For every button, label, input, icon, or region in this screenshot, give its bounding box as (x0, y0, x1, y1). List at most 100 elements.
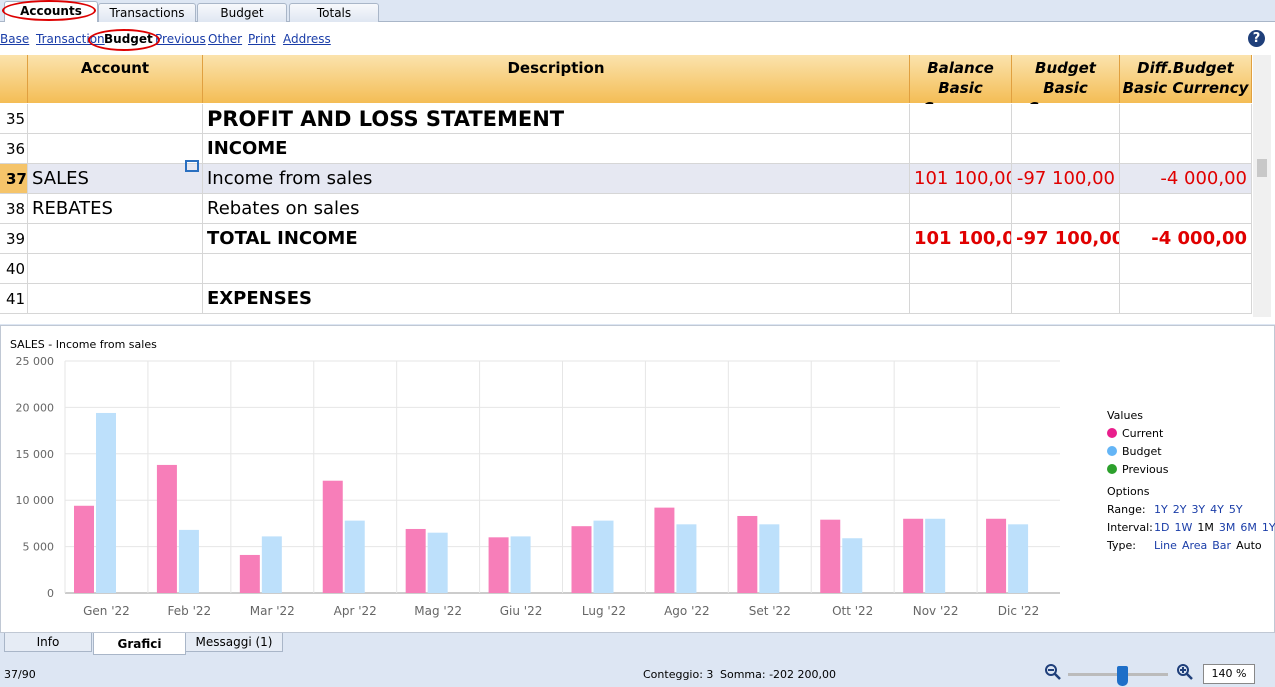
row-number: 36 (0, 134, 28, 164)
option-item[interactable]: 1M (1197, 521, 1214, 534)
status-position: 37/90 (4, 668, 36, 681)
y-tick-label: 10 000 (16, 494, 55, 507)
subtab[interactable]: Transaction (36, 32, 105, 46)
y-tick-label: 25 000 (16, 355, 55, 368)
bar (986, 518, 1007, 593)
subtab[interactable]: Address (283, 32, 331, 46)
zoom-thumb[interactable] (1117, 666, 1128, 686)
table-cell: PROFIT AND LOSS STATEMENT (203, 104, 910, 134)
table-cell (28, 134, 203, 164)
subtab[interactable]: Base (0, 32, 30, 46)
option-item[interactable]: 4Y (1210, 503, 1224, 516)
table-cell: -97 100,00 (1012, 224, 1120, 254)
table-cell (910, 194, 1012, 224)
table-cell (1012, 194, 1120, 224)
option-item[interactable]: 1D (1154, 521, 1169, 534)
x-tick-label: Gen '22 (83, 604, 130, 618)
x-tick-label: Set '22 (749, 604, 791, 618)
column-header: Description (203, 55, 910, 103)
bottom-tab[interactable]: Messaggi (1) (185, 633, 283, 652)
zoom-field[interactable]: 140 % (1203, 664, 1255, 684)
scrollbar[interactable] (1253, 55, 1271, 317)
table-cell: EXPENSES (203, 284, 910, 314)
bar (571, 526, 592, 593)
legend-dot (1107, 428, 1117, 438)
bottom-tab[interactable]: Info (4, 633, 92, 652)
option-item[interactable]: 6M (1240, 521, 1257, 534)
bar (903, 518, 924, 593)
table-cell: -4 000,00 (1120, 224, 1252, 254)
help-icon[interactable]: ? (1248, 30, 1265, 47)
chart-title: SALES - Income from sales (10, 338, 157, 351)
row-number-header (0, 55, 28, 103)
bar (842, 538, 863, 593)
bar (510, 536, 531, 593)
bar (322, 480, 343, 593)
option-label: Type: (1106, 539, 1136, 552)
option-item[interactable]: Bar (1212, 539, 1231, 552)
table-cell (28, 224, 203, 254)
option-item[interactable]: Auto (1236, 539, 1262, 552)
x-tick-label: Nov '22 (913, 604, 959, 618)
bar (74, 505, 94, 593)
bar (261, 536, 282, 593)
option-item[interactable]: 5Y (1229, 503, 1243, 516)
option-item[interactable]: 2Y (1173, 503, 1187, 516)
row-number: 35 (0, 104, 28, 134)
zoom-out[interactable] (1045, 664, 1061, 680)
subtab[interactable]: Other (208, 32, 243, 46)
legend-label: Previous (1122, 463, 1169, 476)
subtab[interactable]: Previous (155, 32, 206, 46)
bar (239, 554, 260, 593)
x-tick-label: Ott '22 (832, 604, 873, 618)
bar (1008, 524, 1029, 593)
bottom-tab[interactable]: Grafici (93, 633, 186, 655)
chart-panel (0, 325, 1275, 633)
table-cell: 101 100,00 (910, 164, 1012, 194)
table-cell (203, 254, 910, 284)
zoom-in[interactable] (1177, 664, 1193, 680)
option-item[interactable]: 3M (1219, 521, 1236, 534)
option-item[interactable]: Line (1154, 539, 1177, 552)
row-number: 41 (0, 284, 28, 314)
scroll-thumb[interactable] (1257, 159, 1267, 177)
x-tick-label: Mag '22 (414, 604, 462, 618)
bar (178, 529, 199, 593)
y-tick-label: 0 (47, 587, 54, 600)
legend-dot (1107, 464, 1117, 474)
highlight-ellipse (88, 29, 160, 51)
table-cell (1012, 104, 1120, 134)
x-tick-label: Giu '22 (500, 604, 543, 618)
table-cell (1120, 104, 1252, 134)
tab[interactable]: Totals (289, 3, 379, 22)
legend-label: Budget (1122, 445, 1162, 458)
bar (488, 537, 509, 593)
tab[interactable]: Budget (197, 3, 287, 22)
table-cell (910, 254, 1012, 284)
bar (593, 520, 614, 593)
options-title: Options (1107, 485, 1150, 498)
table-cell: Rebates on sales (203, 194, 910, 224)
subtab[interactable]: Print (248, 32, 276, 46)
column-header: Budget Basic Currency (1012, 55, 1120, 117)
table-cell: SALES (28, 164, 203, 194)
row-number: 40 (0, 254, 28, 284)
table-cell (910, 284, 1012, 314)
option-item[interactable]: 1W (1174, 521, 1192, 534)
bar (96, 412, 116, 593)
table-cell (1120, 194, 1252, 224)
tab[interactable]: Transactions (98, 3, 196, 22)
y-tick-label: 5 000 (23, 541, 55, 554)
option-item[interactable]: 3Y (1191, 503, 1205, 516)
option-label: Interval: (1107, 521, 1153, 534)
option-item[interactable]: 1Y (1262, 521, 1275, 534)
legend-title: Values (1107, 409, 1143, 422)
y-tick-label: 20 000 (16, 401, 55, 414)
option-item[interactable]: 1Y (1154, 503, 1168, 516)
table-cell: INCOME (203, 134, 910, 164)
bar (737, 515, 758, 593)
row-number: 37 (0, 164, 28, 194)
option-item[interactable]: Area (1182, 539, 1207, 552)
bar (427, 532, 448, 593)
